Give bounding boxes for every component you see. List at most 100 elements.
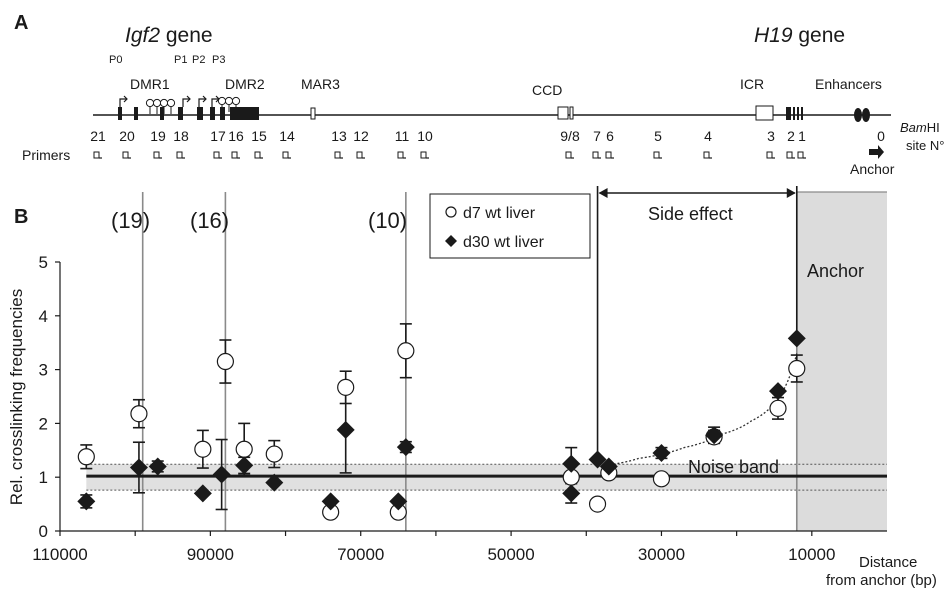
arrowhead-right-icon bbox=[786, 188, 796, 198]
icr-box bbox=[755, 105, 774, 121]
methylation-site-icon bbox=[217, 96, 227, 106]
promoter-arrow-icon bbox=[211, 98, 219, 107]
vline-label-10: (10) bbox=[368, 208, 407, 233]
data-point-d30 bbox=[768, 382, 787, 401]
methylation-site-icon bbox=[152, 98, 162, 108]
exon bbox=[118, 107, 122, 120]
ccd-box-small bbox=[569, 106, 574, 120]
anchor-region bbox=[796, 192, 887, 531]
x-tick-label: 50000 bbox=[487, 545, 534, 564]
region-label-dmr2: DMR2 bbox=[225, 76, 265, 92]
data-point-d30 bbox=[787, 329, 806, 348]
primer-icon bbox=[231, 151, 240, 159]
exon bbox=[178, 107, 183, 120]
region-label-enhancers: Enhancers bbox=[815, 76, 882, 92]
data-point-d30 bbox=[588, 450, 607, 469]
promoter-label: P0 bbox=[109, 54, 122, 66]
methylation-site-icon bbox=[231, 96, 241, 106]
data-point-d30 bbox=[652, 443, 671, 462]
primer-icon bbox=[254, 151, 263, 159]
primer-number: 10 bbox=[417, 128, 433, 144]
primer-icon bbox=[703, 151, 712, 159]
igf2-gene-suffix: gene bbox=[160, 24, 213, 47]
h19-exon bbox=[801, 107, 803, 120]
primer-number: 17 bbox=[210, 128, 226, 144]
exon bbox=[210, 107, 215, 120]
data-point-d30 bbox=[235, 456, 254, 475]
data-point-d30 bbox=[321, 492, 340, 511]
y-tick-label: 4 bbox=[39, 307, 48, 326]
primer-number: 6 bbox=[606, 128, 614, 144]
primer-number: 4 bbox=[704, 128, 712, 144]
primer-number: 18 bbox=[173, 128, 189, 144]
exon bbox=[220, 107, 225, 120]
data-point-d7 bbox=[235, 440, 253, 458]
exon bbox=[230, 107, 259, 120]
data-point-d7 bbox=[130, 405, 148, 423]
legend-diamond-icon bbox=[445, 235, 457, 247]
promoter-arrow-icon bbox=[182, 98, 190, 107]
primer-number: 14 bbox=[279, 128, 295, 144]
data-point-d7 bbox=[77, 448, 95, 466]
primer-icon bbox=[282, 151, 291, 159]
data-point-d30 bbox=[562, 454, 581, 473]
plot-area: 0 1 2 3 4 5 110000 90000 70000 50000 30000 10000 bbox=[32, 186, 887, 564]
legend-circle-icon bbox=[445, 206, 457, 218]
h19-exon bbox=[793, 107, 795, 120]
data-point-d30 bbox=[389, 492, 408, 511]
x-tick-label: 30000 bbox=[638, 545, 685, 564]
data-point-d30 bbox=[193, 484, 212, 503]
primer-number: 20 bbox=[119, 128, 135, 144]
primer-icon bbox=[213, 151, 222, 159]
h19-exon bbox=[797, 107, 799, 120]
methylation-site-icon bbox=[145, 98, 155, 108]
y-tick-label: 2 bbox=[39, 414, 48, 433]
h19-exon bbox=[786, 107, 791, 120]
primer-number: 21 bbox=[90, 128, 106, 144]
data-point-d7 bbox=[216, 352, 234, 371]
panel-a-label: A bbox=[14, 12, 28, 34]
side-effect-marker bbox=[596, 186, 798, 460]
primer-number: 7 bbox=[593, 128, 601, 144]
bamhi-label-italic: Bam bbox=[900, 120, 927, 135]
x-tick-label: 10000 bbox=[788, 545, 835, 564]
primer-number: 19 bbox=[150, 128, 166, 144]
h19-gene-name: H19 bbox=[754, 24, 793, 47]
data-point-d7 bbox=[588, 495, 607, 513]
arrowhead-left-icon bbox=[598, 188, 608, 198]
primer-icon bbox=[766, 151, 775, 159]
exon bbox=[197, 107, 203, 120]
primer-glyphs bbox=[93, 151, 806, 159]
vline-label-19: (19) bbox=[111, 208, 150, 233]
data-point-d7 bbox=[265, 445, 283, 463]
primer-icon bbox=[592, 151, 601, 159]
primer-number: 2 bbox=[787, 128, 795, 144]
x-tick-label: 90000 bbox=[187, 545, 234, 564]
data-point-d30 bbox=[336, 420, 355, 439]
legend: d7 wt liver d30 wt liver bbox=[429, 193, 591, 259]
region-label-icr: ICR bbox=[740, 76, 764, 92]
data-point-d7 bbox=[194, 440, 212, 458]
primer-icon bbox=[420, 151, 429, 159]
bamhi-label-rest: HI bbox=[927, 120, 940, 135]
primer-icon bbox=[356, 151, 365, 159]
methylation-sites bbox=[145, 96, 241, 114]
data-point-d7 bbox=[397, 342, 415, 360]
primer-number: 0 bbox=[877, 128, 885, 144]
data-point-d30 bbox=[129, 458, 148, 477]
primer-number: 13 bbox=[331, 128, 347, 144]
primer-icon bbox=[334, 151, 343, 159]
primer-number: 1 bbox=[798, 128, 806, 144]
fit-curve bbox=[597, 353, 798, 468]
data-point-d30 bbox=[562, 484, 581, 503]
promoter-label: P1 bbox=[174, 54, 187, 66]
enhancer-icon bbox=[854, 108, 862, 122]
promoter-arrows bbox=[119, 95, 220, 107]
exon bbox=[134, 107, 138, 120]
y-tick-label: 5 bbox=[39, 253, 48, 272]
ccd-box bbox=[557, 106, 569, 120]
data-point-d30 bbox=[77, 492, 96, 511]
region-label-dmr1: DMR1 bbox=[130, 76, 170, 92]
data-point-d7 bbox=[788, 359, 806, 378]
